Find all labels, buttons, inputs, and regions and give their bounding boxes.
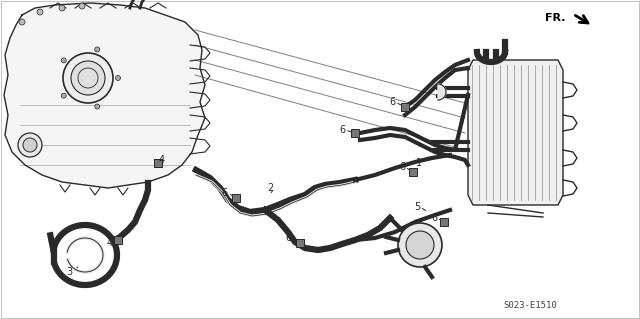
Circle shape [398,223,442,267]
Text: 6: 6 [286,233,292,243]
Text: 2: 2 [268,183,274,193]
Circle shape [406,231,434,259]
Text: 6: 6 [339,125,345,135]
Circle shape [37,9,43,15]
Circle shape [63,53,113,103]
Circle shape [115,76,120,80]
Polygon shape [468,60,563,205]
Text: 6: 6 [389,97,395,107]
Circle shape [71,61,105,95]
Bar [114,236,122,244]
Bar [351,129,359,137]
Bar [440,218,448,226]
Circle shape [95,47,100,52]
Circle shape [79,3,85,9]
Text: FR.: FR. [545,13,565,23]
Bar [154,159,162,167]
Text: 1: 1 [416,158,422,168]
Bar [409,168,417,176]
Polygon shape [4,3,205,188]
Bar [114,236,122,244]
Text: S023-E1510: S023-E1510 [503,301,557,310]
Circle shape [59,5,65,11]
Text: 3: 3 [66,267,72,277]
Bar [401,103,409,111]
Text: 6: 6 [399,162,405,172]
Circle shape [61,93,66,98]
Circle shape [23,138,37,152]
Circle shape [19,19,25,25]
Circle shape [95,104,100,109]
Text: 5: 5 [413,202,420,212]
Text: 6: 6 [222,188,228,198]
Circle shape [18,133,42,157]
Bar [154,159,162,167]
Text: 4: 4 [159,155,165,165]
Bar [232,194,240,202]
Text: 6: 6 [431,213,437,223]
Circle shape [61,58,66,63]
Bar [296,239,304,247]
Text: 4: 4 [107,238,113,248]
Polygon shape [438,84,446,100]
